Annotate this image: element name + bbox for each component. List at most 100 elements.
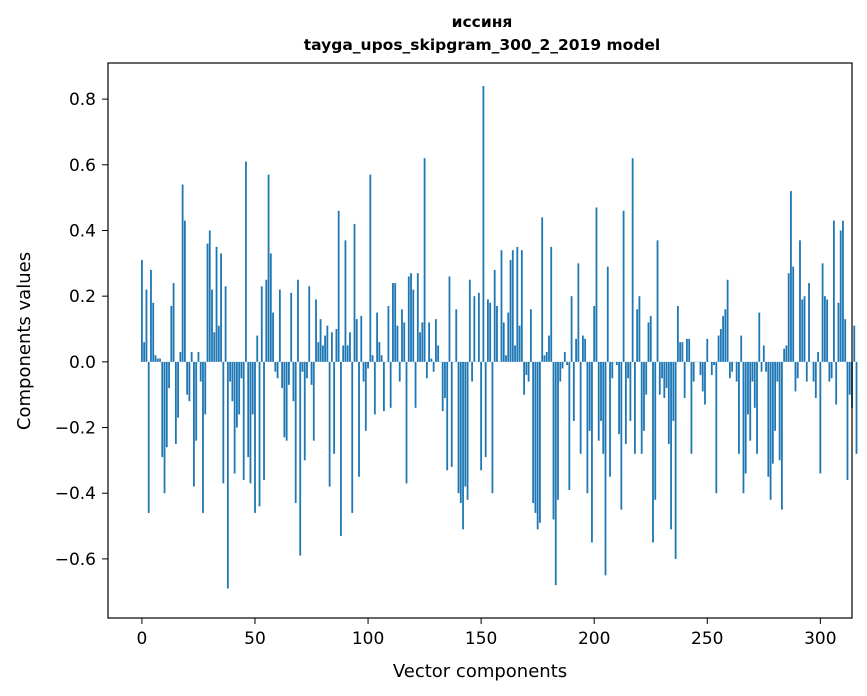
- bar-258: [724, 309, 727, 362]
- bar-213: [622, 210, 625, 362]
- bar-141: [459, 361, 462, 504]
- bar-286: [787, 273, 790, 362]
- bar-86: [335, 329, 338, 362]
- bar-69: [297, 279, 299, 362]
- bar-37: [224, 286, 227, 362]
- bar-35: [220, 253, 222, 362]
- bar-116: [403, 322, 406, 362]
- bar-22: [190, 351, 193, 362]
- bar-91: [346, 345, 349, 362]
- bar-73: [306, 361, 308, 379]
- bar-237: [676, 306, 679, 362]
- bar-164: [511, 250, 514, 362]
- bar-20: [186, 361, 189, 395]
- bar-260: [728, 361, 731, 379]
- bar-43: [238, 361, 241, 415]
- bar-168: [520, 250, 523, 362]
- bar-153: [487, 299, 489, 362]
- bar-137: [450, 361, 453, 467]
- bar-272: [756, 361, 758, 454]
- bar-302: [823, 296, 826, 362]
- bar-122: [416, 273, 419, 362]
- bar-39: [229, 361, 232, 382]
- bar-103: [373, 361, 376, 415]
- bar-95: [355, 319, 358, 362]
- bar-151: [482, 85, 485, 362]
- bar-215: [627, 361, 630, 379]
- bar-126: [425, 361, 428, 379]
- bar-130: [435, 319, 437, 362]
- bar-230: [661, 361, 663, 379]
- bar-117: [405, 361, 408, 484]
- bar-192: [575, 338, 578, 362]
- bar-247: [699, 361, 702, 375]
- bar-181: [550, 246, 553, 362]
- bar-75: [310, 361, 313, 385]
- bar-177: [541, 217, 544, 362]
- bar-8: [159, 358, 161, 362]
- bar-145: [468, 279, 471, 362]
- bar-58: [272, 312, 274, 362]
- bar-219: [636, 309, 639, 362]
- bar-92: [349, 332, 351, 362]
- bar-5: [152, 302, 155, 362]
- bar-150: [480, 361, 483, 471]
- bar-171: [527, 361, 530, 382]
- bar-62: [281, 361, 284, 389]
- bar-54: [263, 361, 265, 481]
- bar-139: [455, 309, 458, 362]
- bar-174: [534, 361, 537, 513]
- bar-48: [249, 361, 252, 484]
- bar-38: [226, 361, 229, 589]
- bar-149: [477, 292, 480, 362]
- bar-170: [525, 361, 528, 375]
- bar-242: [688, 338, 691, 362]
- bar-100: [367, 361, 369, 369]
- bar-65: [288, 361, 290, 385]
- bar-172: [529, 309, 532, 362]
- bar-232: [665, 361, 668, 389]
- bar-202: [597, 361, 600, 441]
- bar-114: [398, 361, 401, 382]
- bar-85: [333, 361, 336, 454]
- bar-2: [145, 289, 148, 362]
- bar-266: [742, 361, 745, 494]
- x-axis-ticks: 0 50 100 150 200 250 300: [137, 618, 837, 649]
- bar-312: [846, 361, 849, 481]
- bar-298: [814, 361, 817, 398]
- bar-134: [444, 361, 446, 398]
- bar-271: [753, 361, 756, 408]
- bar-289: [794, 361, 797, 392]
- bar-185: [559, 361, 562, 382]
- bar-4: [150, 269, 152, 362]
- bar-156: [493, 269, 496, 362]
- bar-278: [769, 361, 772, 500]
- bar-208: [611, 361, 614, 379]
- bar-99: [364, 361, 367, 431]
- plot-area-frame: [107, 62, 853, 619]
- bar-198: [588, 361, 591, 431]
- bar-123: [419, 332, 421, 362]
- bar-30: [208, 230, 211, 362]
- bar-36: [222, 361, 225, 484]
- bar-295: [808, 283, 810, 362]
- bar-256: [719, 329, 722, 362]
- bar-284: [783, 348, 786, 362]
- bar-233: [667, 361, 670, 444]
- bar-125: [423, 158, 426, 362]
- bar-231: [663, 361, 666, 398]
- bar-226: [652, 361, 654, 543]
- bar-28: [204, 361, 207, 415]
- bar-204: [602, 361, 605, 454]
- bar-293: [803, 296, 806, 362]
- bar-196: [584, 338, 587, 362]
- bar-161: [505, 355, 507, 362]
- bar-74: [308, 286, 311, 362]
- bar-96: [358, 361, 360, 477]
- bar-243: [690, 361, 693, 454]
- bar-144: [466, 361, 469, 500]
- bar-264: [738, 361, 740, 454]
- x-tick-label: 250: [691, 629, 723, 649]
- y-tick-label: 0.8: [69, 90, 96, 110]
- bar-124: [421, 322, 424, 362]
